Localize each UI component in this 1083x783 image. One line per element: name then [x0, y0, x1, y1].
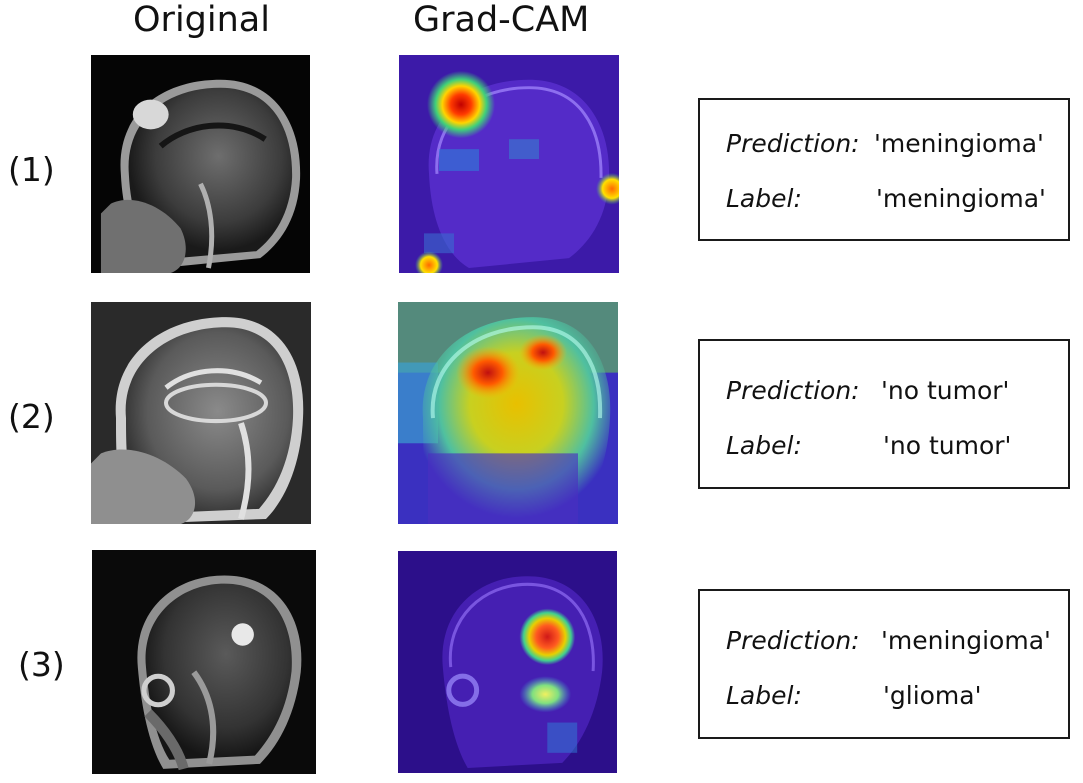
row-label-2: (2): [8, 397, 55, 436]
label-value: 'meningioma': [876, 184, 1046, 213]
prediction-key: Prediction:: [726, 626, 860, 655]
row-label-1: (1): [8, 150, 55, 189]
mri-original-3: [92, 550, 316, 774]
label-key: Label:: [726, 681, 802, 710]
row-label-3: (3): [18, 645, 65, 684]
gradcam-heatmap-2: [398, 302, 618, 524]
label-value: 'glioma': [883, 681, 982, 710]
label-value: 'no tumor': [883, 431, 1012, 460]
gradcam-heatmap-1: [399, 55, 619, 273]
result-box-1: Prediction: 'meningioma' Label: 'meningi…: [698, 98, 1070, 241]
prediction-key: Prediction:: [726, 376, 860, 405]
prediction-value: 'no tumor': [881, 376, 1010, 405]
prediction-value: 'meningioma': [881, 626, 1051, 655]
prediction-key: Prediction:: [726, 129, 860, 158]
column-header-original: Original: [133, 0, 270, 40]
label-key: Label:: [726, 184, 802, 213]
gradcam-heatmap-3: [398, 551, 617, 773]
result-box-3: Prediction: 'meningioma' Label: 'glioma': [698, 589, 1070, 739]
column-header-gradcam: Grad-CAM: [413, 0, 590, 40]
label-key: Label:: [726, 431, 802, 460]
mri-original-1: [91, 55, 310, 273]
prediction-value: 'meningioma': [874, 129, 1044, 158]
result-box-2: Prediction: 'no tumor' Label: 'no tumor': [698, 339, 1070, 489]
mri-original-2: [91, 302, 311, 524]
